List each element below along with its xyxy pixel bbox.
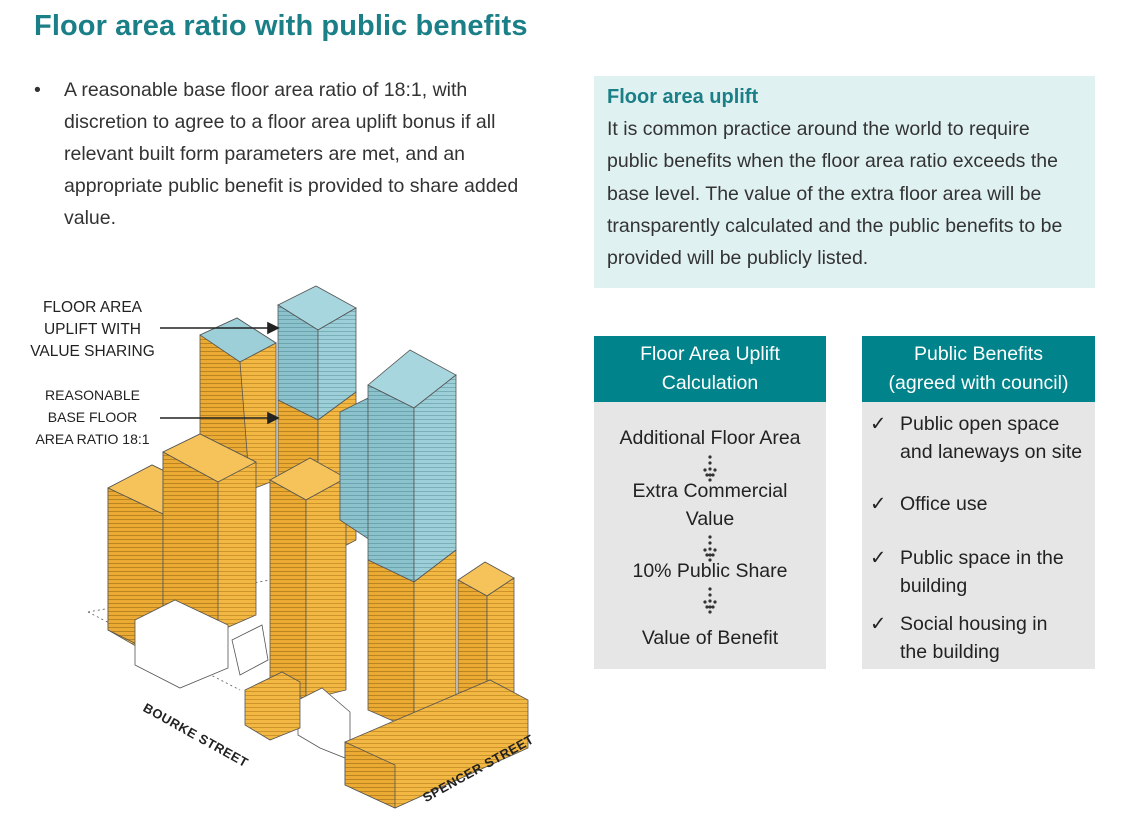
label-base-floor-area: REASONABLE BASE FLOOR AREA RATIO 18:1: [20, 384, 165, 450]
calc-step-extra-commercial: Extra Commercial: [632, 480, 788, 502]
label-uplift-line3: VALUE SHARING: [30, 343, 155, 360]
benefit-line2: and laneways on site: [900, 441, 1083, 463]
calc-step-value-of-benefit: Value of Benefit: [641, 627, 779, 649]
benefit-line2: building: [900, 575, 968, 597]
bullet-point: • A reasonable base floor area ratio of …: [34, 74, 544, 234]
check-icon: ✓: [870, 413, 887, 435]
calc-step-public-share: 10% Public Share: [632, 560, 788, 582]
benefits-panel: ✓ Public open space and laneways on site…: [862, 402, 1095, 669]
calculation-header-line2: Calculation: [661, 372, 759, 394]
floor-area-uplift-box: Floor area uplift It is common practice …: [594, 76, 1095, 288]
down-arrow-icon: [703, 535, 717, 562]
calc-step-additional-floor-area: Additional Floor Area: [619, 427, 801, 449]
benefit-line2: the building: [900, 641, 1000, 663]
label-base-line1: REASONABLE: [45, 387, 140, 403]
benefit-item: ✓ Office use: [870, 490, 1090, 518]
down-arrow-icon: [703, 455, 717, 482]
calculation-panel: Additional Floor Area Extra Commercial V…: [594, 402, 826, 669]
label-base-line2: BASE FLOOR: [47, 409, 138, 425]
uplift-body: It is common practice around the world t…: [607, 118, 1063, 270]
benefit-line1: Social housing in: [900, 613, 1048, 635]
building-massing-illustration: [87, 285, 529, 809]
label-uplift-line1: FLOOR AREA: [42, 299, 143, 316]
down-arrow-icon: [703, 587, 717, 614]
bullet-text: A reasonable base floor area ratio of 18…: [64, 79, 519, 229]
calculation-header: Floor Area Uplift Calculation: [594, 336, 826, 402]
benefits-header-line2: (agreed with council): [888, 372, 1069, 394]
benefit-item: ✓ Public open space and laneways on site: [870, 410, 1090, 466]
check-icon: ✓: [870, 493, 887, 515]
benefits-header: Public Benefits (agreed with council): [862, 336, 1095, 402]
bullet-marker: •: [34, 79, 41, 101]
check-icon: ✓: [870, 613, 887, 635]
benefit-line1: Public space in the: [900, 547, 1064, 569]
uplift-heading: Floor area uplift: [607, 86, 759, 108]
benefit-line1: Public open space: [900, 413, 1060, 435]
benefits-header-line1: Public Benefits: [913, 343, 1043, 365]
calculation-header-line1: Floor Area Uplift: [640, 343, 780, 365]
calc-step-value: Value: [685, 508, 735, 530]
page-title: Floor area ratio with public benefits: [34, 10, 528, 42]
check-icon: ✓: [870, 547, 887, 569]
benefit-item: ✓ Public space in the building: [870, 544, 1090, 600]
label-base-line3: AREA RATIO 18:1: [35, 431, 150, 447]
benefit-item: ✓ Social housing in the building: [870, 610, 1090, 666]
label-uplift-line2: UPLIFT WITH: [43, 321, 142, 338]
label-floor-area-uplift: FLOOR AREA UPLIFT WITH VALUE SHARING: [20, 297, 165, 363]
benefit-line1: Office use: [900, 493, 988, 515]
